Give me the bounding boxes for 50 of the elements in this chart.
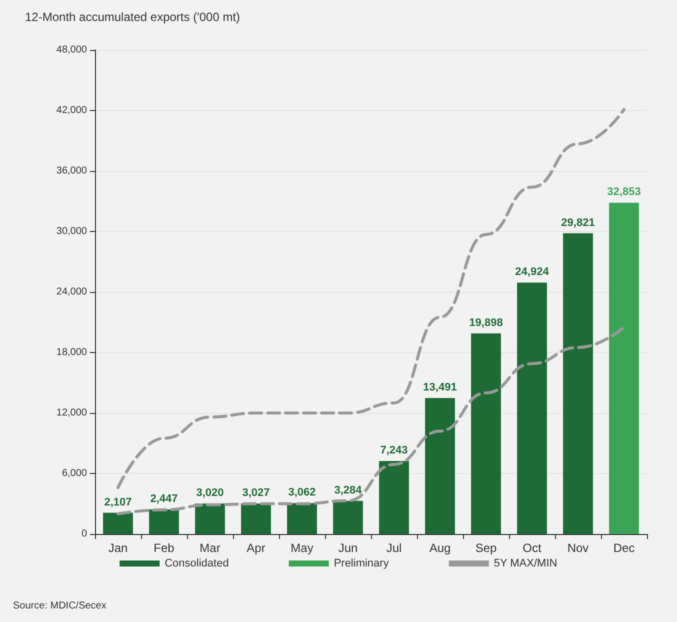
- data-label: 19,898: [469, 316, 503, 329]
- x-tick-label: Apr: [246, 541, 266, 555]
- bar: [425, 398, 455, 534]
- y-tick-label: 24,000: [56, 286, 88, 298]
- bar: [195, 504, 225, 534]
- bar: [563, 233, 593, 534]
- chart-title: 12-Month accumulated exports ('000 mt): [25, 10, 240, 24]
- bar: [517, 282, 547, 534]
- y-tick-label: 12,000: [56, 408, 88, 418]
- legend-label: Consolidated: [164, 558, 229, 570]
- data-label: 3,027: [242, 486, 270, 499]
- x-tick-label: Aug: [429, 541, 451, 555]
- data-label: 3,020: [196, 487, 224, 500]
- x-tick-label: Jan: [108, 541, 128, 555]
- bar: [287, 503, 317, 534]
- bar: [333, 500, 363, 534]
- legend-label: 5Y MAX/MIN: [494, 558, 558, 570]
- x-tick-label: Nov: [567, 541, 589, 555]
- data-label: 3,062: [288, 486, 316, 499]
- data-label: 32,853: [607, 186, 641, 198]
- x-tick-label: Oct: [522, 541, 542, 555]
- bar: [379, 460, 409, 534]
- data-label: 7,243: [380, 444, 408, 456]
- x-tick-label: Feb: [154, 541, 175, 555]
- y-tick-label: 0: [81, 528, 88, 540]
- bar: [103, 512, 133, 534]
- y-tick-label: 30,000: [56, 226, 88, 237]
- y-tick-label: 48,000: [56, 44, 88, 56]
- x-tick-label: May: [290, 541, 314, 555]
- bar: [149, 509, 179, 534]
- data-label: 24,924: [515, 266, 550, 278]
- y-tick-label: 42,000: [56, 105, 88, 116]
- data-label: 13,491: [423, 381, 457, 394]
- data-label: 2,107: [104, 496, 132, 508]
- bar: [609, 202, 639, 534]
- data-label: 2,447: [150, 492, 178, 505]
- x-tick-label: Jul: [386, 541, 402, 555]
- x-tick-label: Jun: [338, 541, 358, 555]
- bar: [241, 503, 271, 534]
- y-tick-label: 18,000: [56, 347, 88, 358]
- data-label: 3,284: [334, 484, 363, 496]
- y-tick-label: 6,000: [62, 468, 88, 479]
- legend-label: Preliminary: [334, 558, 390, 570]
- source-note: Source: MDIC/Secex: [13, 600, 106, 612]
- x-tick-label: Dec: [613, 541, 635, 555]
- x-tick-label: Mar: [200, 541, 220, 555]
- x-tick-label: Sep: [475, 541, 497, 555]
- y-tick-label: 36,000: [56, 166, 88, 176]
- bar: [471, 333, 501, 534]
- data-label: 29,821: [561, 216, 595, 229]
